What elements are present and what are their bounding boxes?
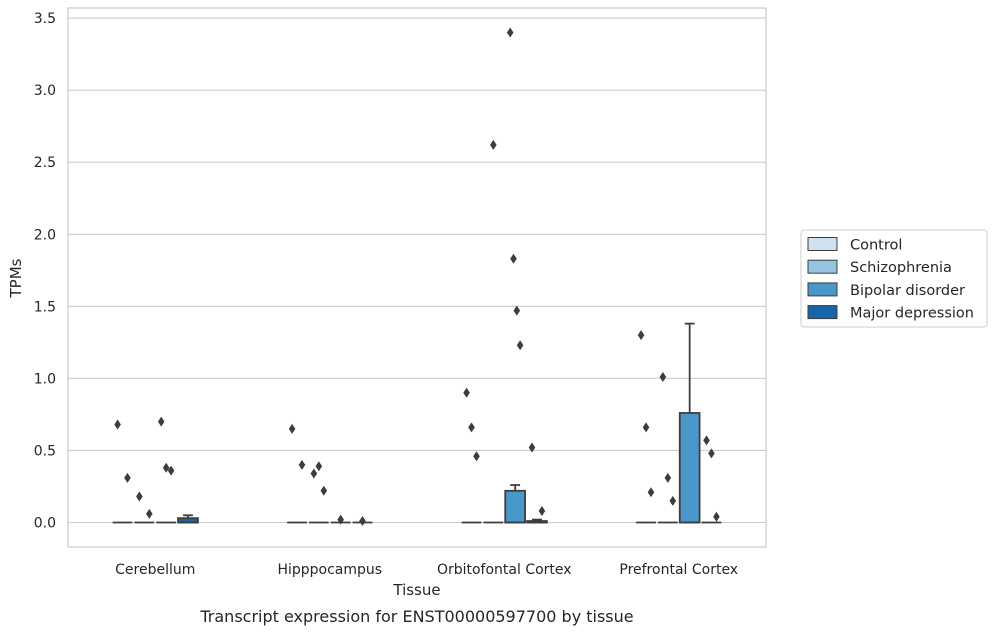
outlier-point	[506, 27, 514, 38]
x-tick-label: Orbitofontal Cortex	[437, 562, 572, 578]
outlier-point	[157, 416, 165, 427]
y-tick-label: 2.0	[34, 227, 56, 243]
y-tick-label: 3.5	[34, 11, 56, 27]
outlier-point	[124, 472, 131, 483]
legend-label: Control	[850, 238, 902, 254]
y-tick-label: 1.0	[34, 371, 56, 387]
outlier-point	[310, 468, 318, 479]
box-body	[678, 412, 701, 524]
outlier-point	[136, 491, 143, 502]
outlier-point	[315, 461, 323, 472]
legend: Control Schizophrenia Bipolar disorder Majo…	[800, 229, 988, 328]
chart-caption: Transcript expression for ENST0000059770…	[199, 607, 633, 626]
outlier-point	[703, 435, 710, 446]
outlier-point	[320, 485, 328, 496]
x-tick-label: Cerebellum	[115, 562, 195, 578]
legend-swatch	[807, 305, 838, 320]
y-tick-label: 0.0	[34, 516, 56, 532]
outlier-point	[114, 419, 121, 430]
legend-frame	[800, 229, 988, 328]
y-axis-title: TPMs	[7, 258, 25, 298]
x-axis-title: Tissue	[392, 581, 440, 599]
outlier-point	[288, 423, 296, 434]
outlier-point	[468, 422, 475, 433]
legend-label: Schizophrenia	[850, 260, 952, 276]
boxes	[112, 322, 722, 524]
outlier-point	[642, 422, 650, 433]
gridlines	[68, 17, 766, 524]
y-tick-labels: 0.0 0.5 1.0 1.5 2.0 2.5 3.0 3.5	[34, 11, 56, 531]
outlier-point	[298, 459, 306, 470]
outlier-point	[669, 495, 677, 506]
outlier-point	[463, 387, 470, 398]
outlier-point	[359, 516, 366, 527]
legend-swatch	[807, 282, 838, 297]
outlier-point	[528, 442, 536, 453]
outlier-point	[659, 371, 667, 382]
outlier-point	[516, 340, 524, 351]
outlier-point	[647, 487, 655, 498]
box-body	[504, 489, 526, 524]
outlier-point	[713, 511, 720, 522]
outlier-point	[538, 505, 546, 516]
outlier-point	[167, 465, 175, 476]
x-tick-label: Prefrontal Cortex	[619, 562, 738, 578]
outlier-point	[510, 253, 517, 264]
y-tick-label: 3.0	[34, 83, 56, 99]
outlier-point	[473, 451, 480, 462]
x-tick-labels: Cerebellum Hipppocampus Orbitofontal Corte…	[115, 562, 738, 578]
y-tick-label: 0.5	[34, 443, 56, 459]
legend-label: Bipolar disorder	[850, 283, 965, 299]
box-0-3	[177, 514, 199, 524]
x-tick-label: Hipppocampus	[277, 562, 382, 578]
outlier-point	[490, 139, 497, 150]
y-tick-label: 2.5	[34, 155, 56, 171]
outliers	[114, 27, 720, 527]
outlier-point	[637, 330, 645, 341]
outlier-point	[162, 462, 170, 473]
outlier-point	[145, 508, 153, 519]
legend-label: Major depression	[850, 306, 974, 322]
box-3-2	[678, 322, 701, 524]
legend-swatch	[807, 237, 838, 251]
y-tick-label: 1.5	[34, 299, 56, 315]
outlier-point	[337, 514, 344, 525]
box-2-2	[504, 484, 526, 524]
plot-frame	[67, 7, 767, 548]
outlier-point	[708, 448, 715, 459]
outlier-point	[513, 305, 521, 316]
box-2-3	[526, 518, 548, 524]
outlier-point	[664, 472, 672, 483]
legend-swatch	[807, 259, 838, 274]
